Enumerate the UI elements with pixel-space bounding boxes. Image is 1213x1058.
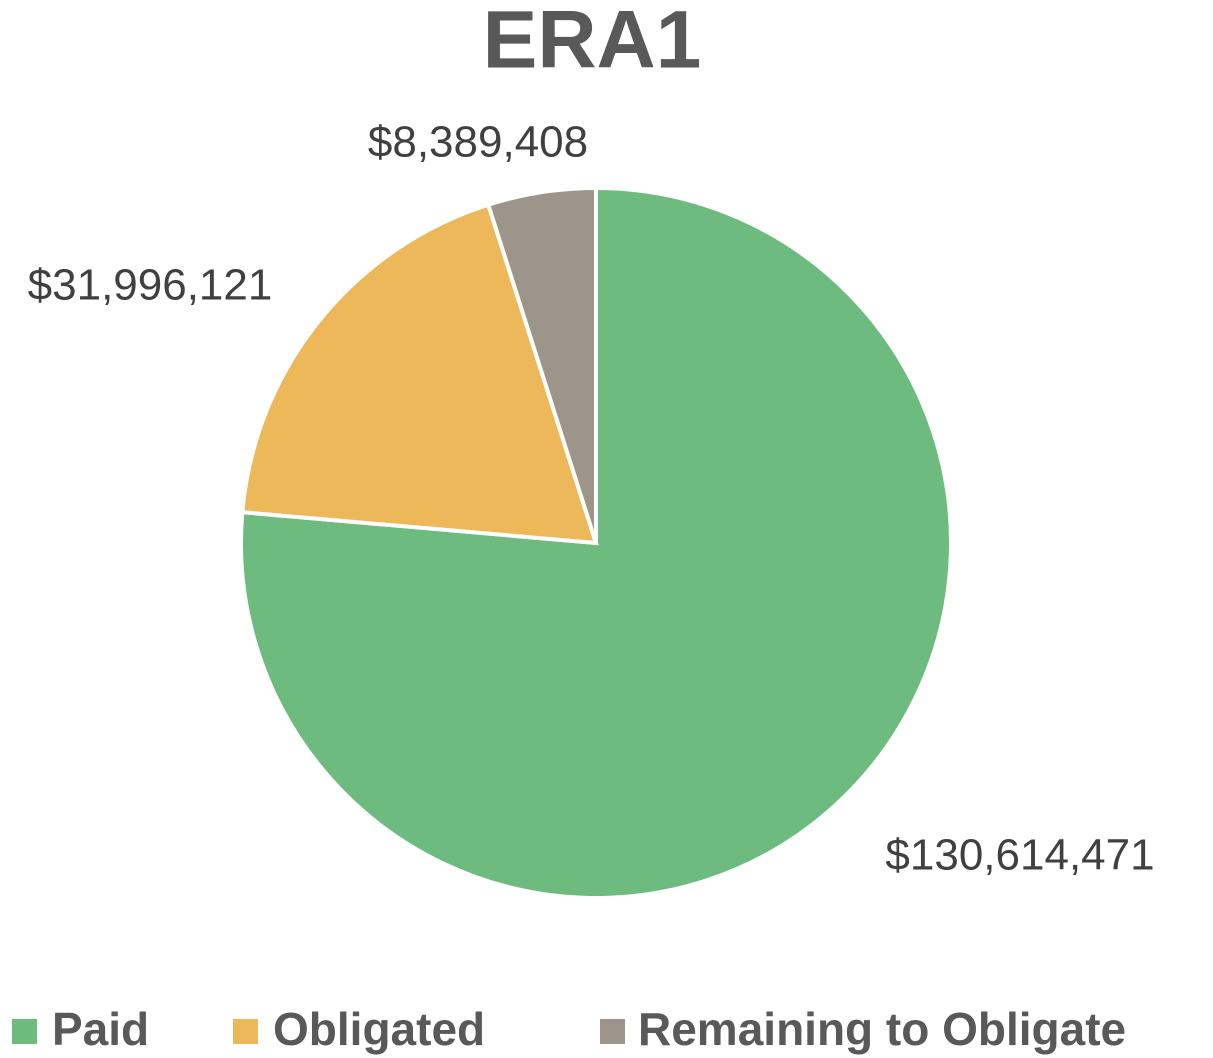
data-label: $8,389,408 [368,118,588,167]
legend-swatch [600,1019,625,1044]
chart-title: ERA1 [483,0,702,86]
pie-slice [239,185,953,900]
data-label: $130,614,471 [885,831,1154,880]
legend-label: Remaining to Obligate [638,1003,1126,1055]
legend-label: Paid [52,1003,149,1055]
legend-swatch [12,1019,37,1044]
data-label: $31,996,121 [28,261,273,310]
legend-label: Obligated [273,1003,485,1055]
pie-slice [240,202,599,546]
pie-slice [485,185,598,544]
legend-swatch [233,1019,258,1044]
